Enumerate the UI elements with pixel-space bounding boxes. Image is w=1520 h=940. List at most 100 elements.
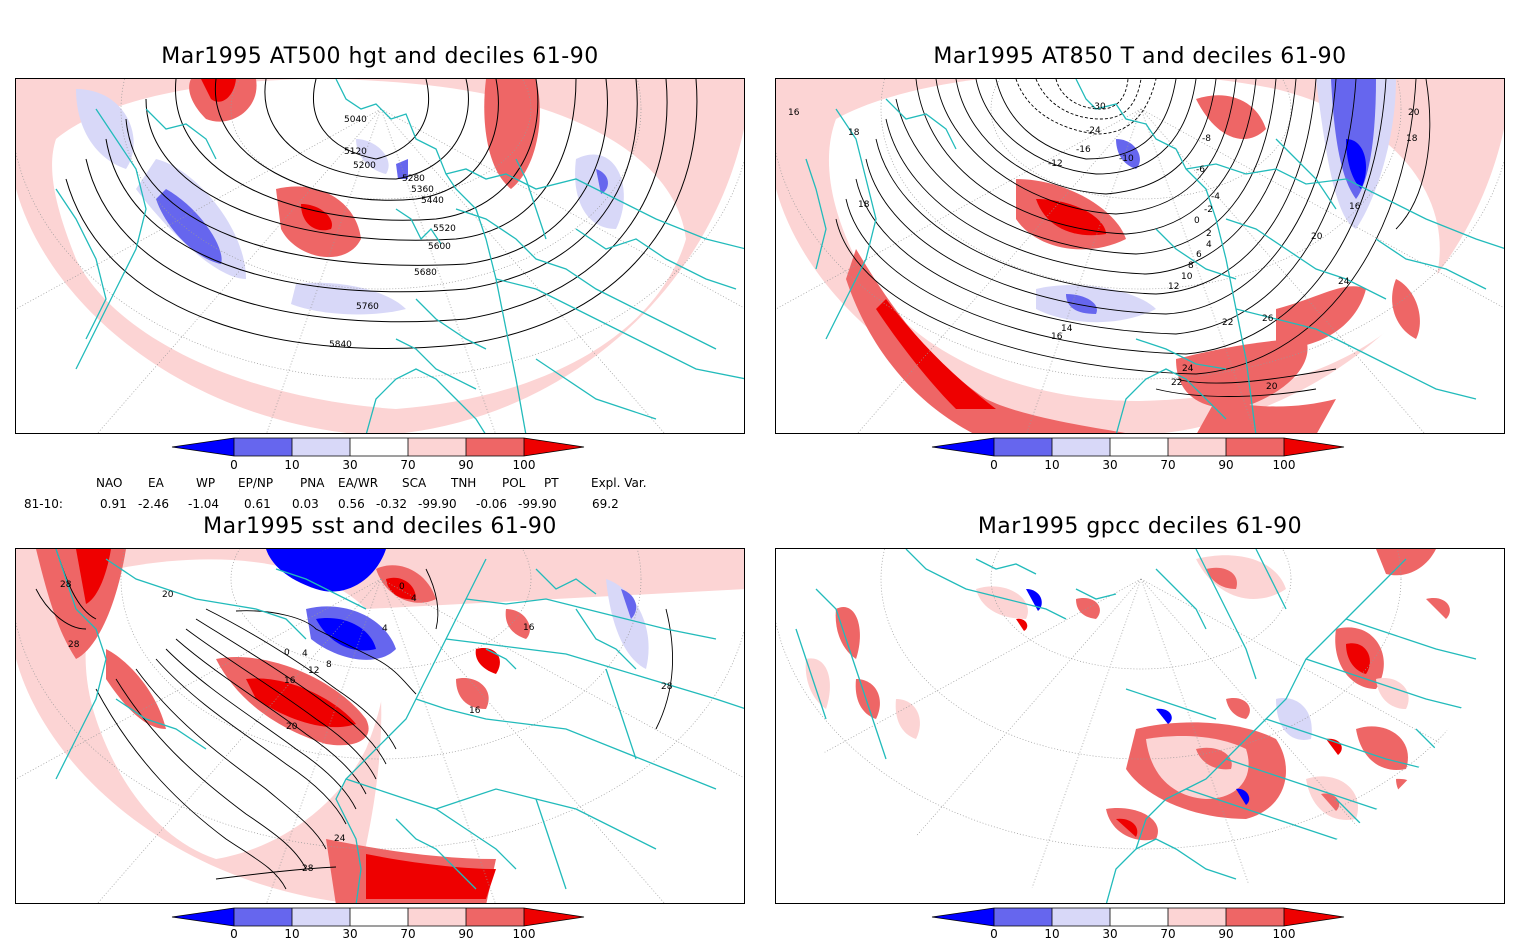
svg-text:-8: -8 (1202, 134, 1211, 144)
svg-text:90: 90 (458, 458, 473, 472)
svg-text:24: 24 (1182, 364, 1194, 374)
svg-text:4: 4 (382, 624, 388, 634)
index-header-pna: PNA (300, 476, 325, 490)
index-value-epnp: 0.61 (244, 497, 271, 511)
index-value-pna: 0.03 (292, 497, 319, 511)
svg-text:4: 4 (1206, 240, 1212, 250)
svg-text:90: 90 (1218, 927, 1233, 940)
svg-text:10: 10 (284, 927, 299, 940)
index-header-epnp: EP/NP (238, 476, 274, 490)
panel-title-3: Mar1995 sst and deciles 61-90 (203, 514, 557, 539)
index-header-tnh: TNH (451, 476, 477, 490)
colorbar-swatches (932, 908, 1344, 926)
svg-text:90: 90 (1218, 458, 1233, 472)
svg-text:8: 8 (1188, 261, 1194, 271)
colorbar-swatches (172, 438, 584, 456)
svg-text:24: 24 (1338, 277, 1350, 287)
map-panel-850t: 16 18 18 -30 -24 -16 -12 -10 -8 -6 -4 -2… (775, 78, 1505, 434)
index-header-explvar: Expl. Var. (591, 476, 647, 490)
svg-text:-30: -30 (1091, 102, 1106, 112)
svg-text:5200: 5200 (353, 161, 376, 171)
colorbar-3: 0 10 30 70 90 100 (171, 907, 585, 940)
index-header-wp: WP (196, 476, 216, 490)
colorbar-4: 0 10 30 70 90 100 (931, 907, 1345, 940)
index-value-sca: -0.32 (376, 497, 408, 511)
svg-text:20: 20 (1266, 382, 1278, 392)
map-panel-gpcc (775, 548, 1505, 904)
svg-text:70: 70 (400, 927, 415, 940)
svg-text:-24: -24 (1086, 126, 1101, 136)
colorbar-swatches (932, 438, 1344, 456)
svg-text:5360: 5360 (411, 185, 434, 195)
index-header-sca: SCA (402, 476, 427, 490)
svg-text:0: 0 (990, 458, 998, 472)
panel-title-2: Mar1995 AT850 T and deciles 61-90 (933, 44, 1347, 69)
index-value-explvar: 69.2 (592, 497, 619, 511)
svg-text:100: 100 (1273, 927, 1296, 940)
svg-text:-10: -10 (1119, 154, 1134, 164)
map-panel-sst: 28 28 20 0 4 8 12 16 20 24 28 0 4 4 16 1… (15, 548, 745, 904)
svg-text:28: 28 (302, 864, 314, 874)
index-header-ea: EA (148, 476, 164, 490)
svg-text:70: 70 (400, 458, 415, 472)
colorbar-swatches (172, 908, 584, 926)
svg-text:26: 26 (1262, 314, 1274, 324)
svg-text:5520: 5520 (433, 224, 456, 234)
map-panel-500hgt: 5040 5120 5200 5280 5360 5440 5520 5600 … (15, 78, 745, 434)
index-value-pol: -0.06 (476, 497, 508, 511)
svg-text:30: 30 (1102, 927, 1117, 940)
panel-title-1: Mar1995 AT500 hgt and deciles 61-90 (161, 44, 599, 69)
panel-title-4: Mar1995 gpcc deciles 61-90 (977, 514, 1303, 539)
svg-text:22: 22 (1171, 378, 1182, 388)
svg-text:8: 8 (326, 660, 332, 670)
svg-text:16: 16 (1051, 332, 1063, 342)
svg-text:20: 20 (286, 722, 298, 732)
svg-text:10: 10 (1181, 272, 1193, 282)
index-value-ea: -2.46 (138, 497, 170, 511)
svg-text:16: 16 (469, 706, 481, 716)
svg-text:2: 2 (1206, 229, 1212, 239)
svg-text:16: 16 (284, 676, 296, 686)
index-header-pol: POL (502, 476, 526, 490)
svg-text:5040: 5040 (344, 115, 367, 125)
svg-text:0: 0 (284, 648, 290, 658)
svg-text:0: 0 (990, 927, 998, 940)
svg-text:90: 90 (458, 927, 473, 940)
svg-text:0: 0 (230, 927, 238, 940)
svg-text:20: 20 (1408, 108, 1420, 118)
svg-text:5440: 5440 (421, 196, 444, 206)
svg-text:4: 4 (302, 649, 308, 659)
index-value-nao: 0.91 (100, 497, 127, 511)
svg-text:16: 16 (788, 108, 800, 118)
svg-text:20: 20 (1311, 232, 1323, 242)
index-header-nao: NAO (96, 476, 123, 490)
index-value-pt: -99.90 (518, 497, 557, 511)
index-value-tnh: -99.90 (418, 497, 457, 511)
index-header-pt: PT (544, 476, 559, 490)
index-value-wp: -1.04 (188, 497, 220, 511)
svg-text:18: 18 (848, 128, 860, 138)
svg-text:0: 0 (1194, 216, 1200, 226)
colorbar-2: 0 10 30 70 90 100 (931, 437, 1345, 472)
svg-text:6: 6 (1196, 250, 1202, 260)
index-header-eawr: EA/WR (338, 476, 379, 490)
svg-text:100: 100 (513, 458, 536, 472)
svg-text:-4: -4 (1211, 192, 1220, 202)
svg-text:10: 10 (1044, 458, 1059, 472)
svg-text:10: 10 (284, 458, 299, 472)
svg-text:-6: -6 (1196, 165, 1205, 175)
svg-text:12: 12 (1168, 282, 1179, 292)
svg-text:30: 30 (1102, 458, 1117, 472)
svg-text:14: 14 (1061, 324, 1073, 334)
svg-text:28: 28 (661, 682, 673, 692)
svg-text:16: 16 (1349, 202, 1361, 212)
svg-text:10: 10 (1044, 927, 1059, 940)
svg-text:0: 0 (399, 582, 405, 592)
svg-text:-12: -12 (1048, 159, 1063, 169)
svg-text:18: 18 (1406, 134, 1418, 144)
svg-text:-16: -16 (1076, 145, 1091, 155)
svg-text:0: 0 (230, 458, 238, 472)
svg-text:5280: 5280 (402, 174, 425, 184)
svg-text:5600: 5600 (428, 242, 451, 252)
svg-text:18: 18 (858, 200, 870, 210)
